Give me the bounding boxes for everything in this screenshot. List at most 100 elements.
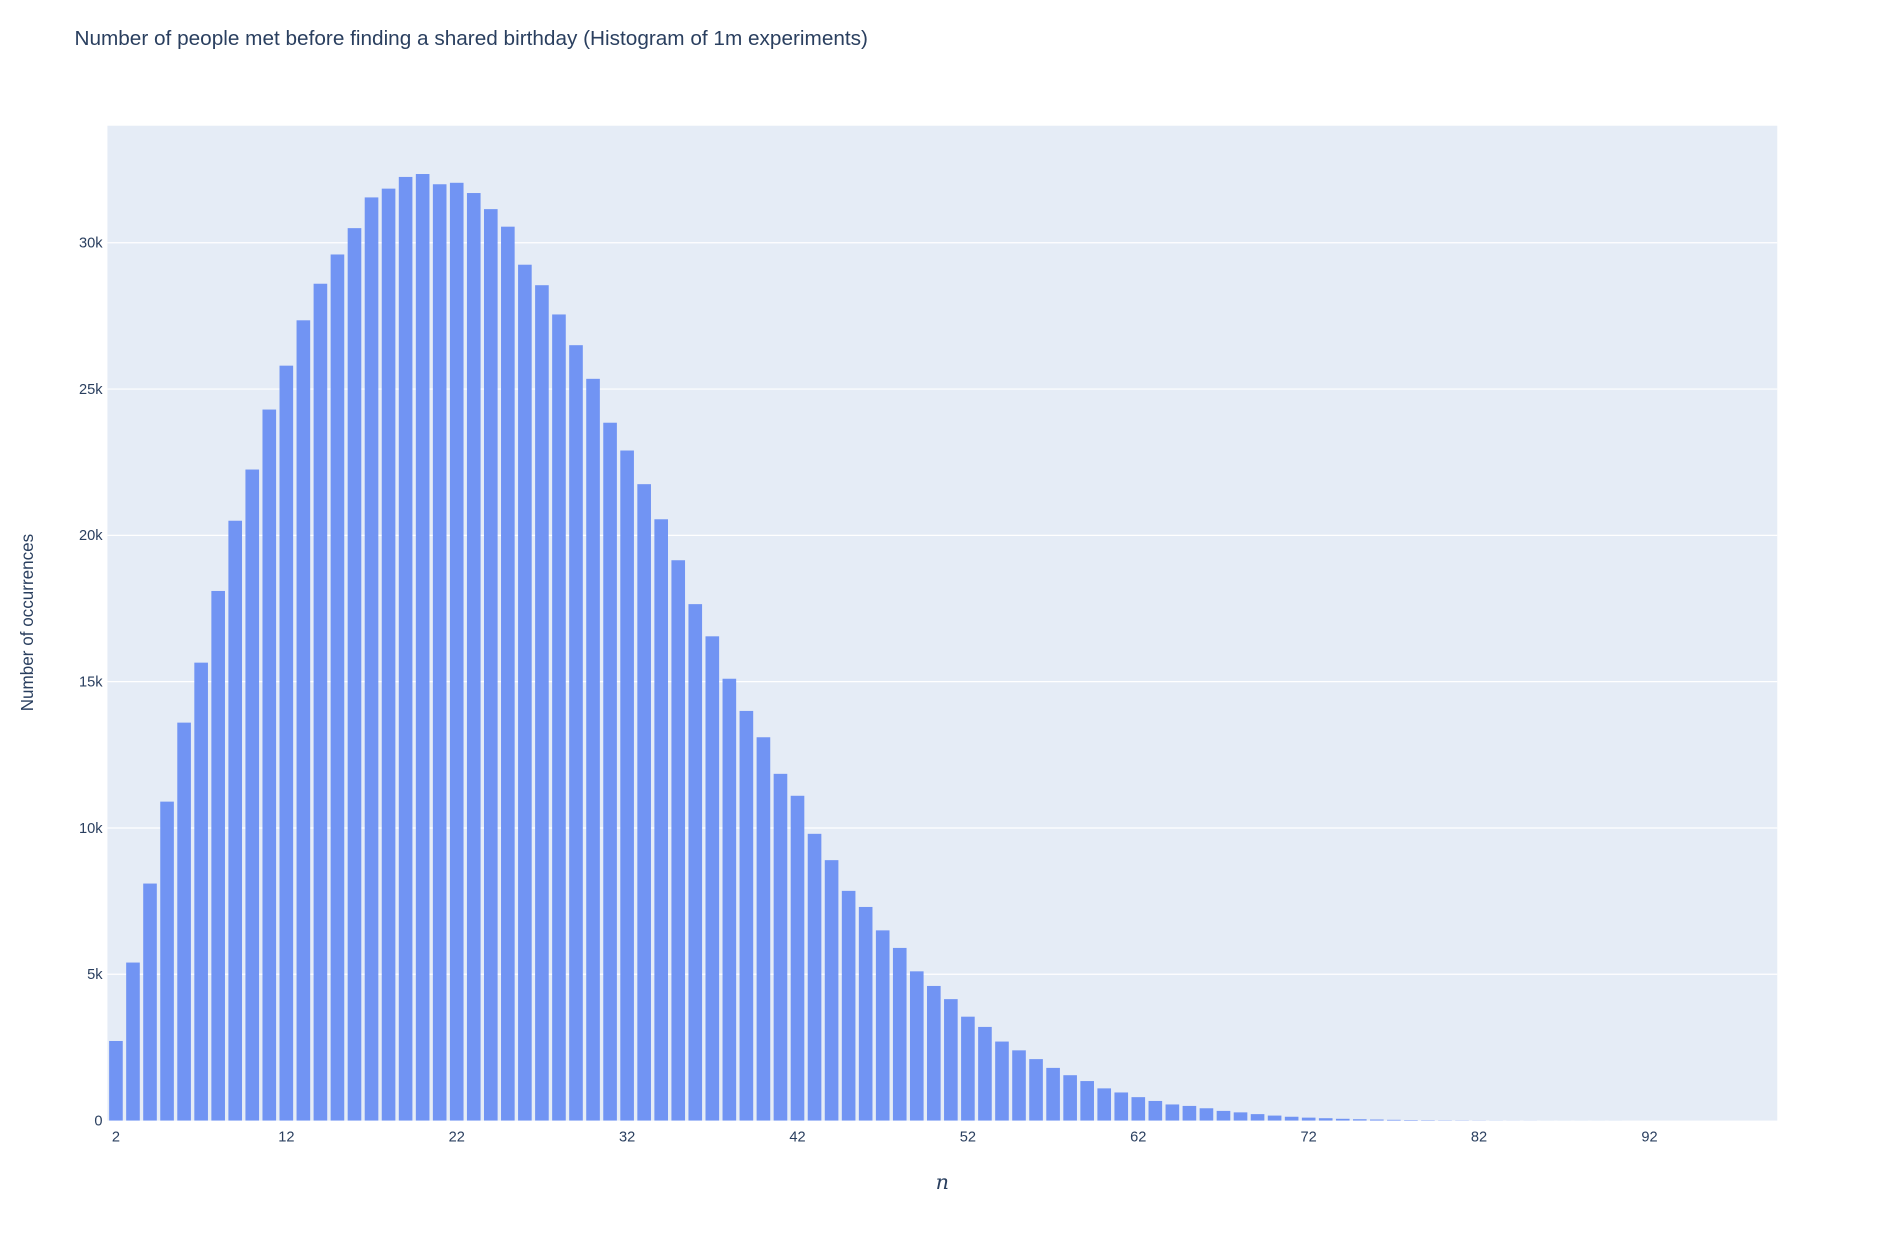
histogram-bar[interactable] xyxy=(1029,1059,1043,1121)
histogram-bar[interactable] xyxy=(654,519,669,1121)
histogram-bar[interactable] xyxy=(1165,1104,1180,1121)
x-tick-label: 2 xyxy=(112,1129,120,1145)
histogram-bar[interactable] xyxy=(1148,1100,1163,1121)
histogram-bar[interactable] xyxy=(824,860,839,1121)
histogram-bar[interactable] xyxy=(671,560,686,1121)
histogram-bar[interactable] xyxy=(211,590,225,1121)
histogram-bar[interactable] xyxy=(1284,1116,1299,1121)
histogram-bar[interactable] xyxy=(841,890,856,1121)
histogram-bar[interactable] xyxy=(875,930,890,1121)
x-tick-label: 32 xyxy=(619,1129,635,1145)
y-tick-label: 5k xyxy=(87,967,103,983)
histogram-bar[interactable] xyxy=(449,182,464,1121)
histogram-bar[interactable] xyxy=(313,283,328,1121)
histogram-bar[interactable] xyxy=(228,520,243,1121)
histogram-bar[interactable] xyxy=(722,678,737,1121)
histogram-bar[interactable] xyxy=(1404,1120,1418,1121)
histogram-bar[interactable] xyxy=(1301,1117,1316,1121)
histogram-bar[interactable] xyxy=(245,469,260,1121)
histogram-bar[interactable] xyxy=(705,636,720,1121)
y-tick-label: 25k xyxy=(79,382,103,398)
histogram-bar[interactable] xyxy=(1046,1067,1060,1121)
histogram-bar[interactable] xyxy=(773,773,788,1121)
bars xyxy=(109,174,1623,1121)
histogram-bar[interactable] xyxy=(330,254,345,1121)
histogram-bar[interactable] xyxy=(109,1040,123,1121)
histogram-bar[interactable] xyxy=(1267,1115,1282,1121)
histogram-bar[interactable] xyxy=(1250,1114,1265,1121)
histogram-bar[interactable] xyxy=(978,1026,992,1121)
histogram-bar[interactable] xyxy=(1318,1118,1333,1121)
histogram-bar[interactable] xyxy=(756,737,771,1121)
histogram-bar[interactable] xyxy=(688,604,703,1121)
histogram-bar[interactable] xyxy=(909,971,924,1121)
histogram-bar[interactable] xyxy=(398,176,413,1121)
y-tick-label: 20k xyxy=(79,528,103,544)
histogram-bar[interactable] xyxy=(518,264,532,1121)
histogram-bar[interactable] xyxy=(194,662,208,1121)
histogram-bar[interactable] xyxy=(501,226,515,1121)
histogram-bar[interactable] xyxy=(944,999,958,1121)
histogram-bar[interactable] xyxy=(1012,1050,1026,1121)
y-axis-ticks: 0 5k 10k 15k 20k 25k 30k xyxy=(79,236,103,1130)
y-tick-label: 30k xyxy=(79,236,103,252)
histogram-bar[interactable] xyxy=(603,422,617,1121)
histogram-bar[interactable] xyxy=(620,450,634,1121)
histogram-bar[interactable] xyxy=(296,320,311,1121)
histogram-bar[interactable] xyxy=(177,722,191,1121)
histogram-bar[interactable] xyxy=(858,906,873,1121)
histogram-bar[interactable] xyxy=(1114,1092,1129,1121)
histogram-bar[interactable] xyxy=(1387,1119,1401,1121)
histogram-bar[interactable] xyxy=(1182,1105,1197,1121)
histogram-bar[interactable] xyxy=(347,228,362,1121)
histogram-bar[interactable] xyxy=(1335,1118,1350,1121)
histogram-bar[interactable] xyxy=(927,985,941,1121)
histogram-bar[interactable] xyxy=(637,484,651,1121)
histogram-bar[interactable] xyxy=(961,1016,975,1121)
histogram-bar[interactable] xyxy=(1131,1097,1146,1121)
histogram-bar[interactable] xyxy=(1199,1108,1214,1121)
histogram-bar[interactable] xyxy=(535,285,549,1121)
histogram-bar[interactable] xyxy=(552,314,566,1121)
histogram-bar[interactable] xyxy=(790,795,805,1121)
x-tick-label: 42 xyxy=(789,1129,805,1145)
histogram-bar[interactable] xyxy=(995,1041,1009,1121)
x-tick-label: 62 xyxy=(1130,1129,1146,1145)
histogram-bar[interactable] xyxy=(160,801,174,1121)
histogram-bar[interactable] xyxy=(569,345,583,1121)
y-tick-label: 15k xyxy=(79,675,103,691)
histogram-bar[interactable] xyxy=(1216,1110,1231,1121)
histogram-bar[interactable] xyxy=(364,197,379,1121)
chart-title: Number of people met before finding a sh… xyxy=(74,27,868,50)
x-tick-label: 12 xyxy=(278,1129,294,1145)
y-axis-title: Number of occurrences xyxy=(18,534,37,712)
y-tick-label: 0 xyxy=(94,1113,102,1129)
histogram-bar[interactable] xyxy=(892,947,907,1121)
x-tick-label: 92 xyxy=(1641,1129,1657,1145)
histogram-bar[interactable] xyxy=(415,174,430,1121)
histogram-bar[interactable] xyxy=(262,409,277,1121)
histogram-bar[interactable] xyxy=(807,833,822,1121)
histogram-bar[interactable] xyxy=(381,188,396,1121)
histogram-bar[interactable] xyxy=(1097,1088,1112,1121)
y-tick-label: 10k xyxy=(79,821,103,837)
histogram-bar[interactable] xyxy=(143,883,157,1121)
histogram-bar[interactable] xyxy=(586,378,600,1121)
histogram-bar[interactable] xyxy=(126,962,140,1121)
histogram-bar[interactable] xyxy=(1352,1119,1367,1121)
histogram-bar[interactable] xyxy=(483,209,498,1121)
x-axis-title: n xyxy=(936,1170,949,1194)
histogram-bar[interactable] xyxy=(1080,1081,1094,1121)
histogram-bar[interactable] xyxy=(1370,1119,1384,1121)
histogram-bar[interactable] xyxy=(466,193,481,1121)
x-tick-label: 82 xyxy=(1471,1129,1487,1145)
x-axis-ticks: 2 12 22 32 42 52 62 72 82 92 xyxy=(112,1129,1658,1145)
histogram-bar[interactable] xyxy=(279,365,294,1121)
x-tick-label: 52 xyxy=(960,1129,976,1145)
histogram-bar[interactable] xyxy=(739,710,754,1121)
histogram-bar[interactable] xyxy=(1233,1112,1248,1121)
histogram-bar[interactable] xyxy=(432,184,447,1121)
x-tick-label: 22 xyxy=(449,1129,465,1145)
histogram-bar[interactable] xyxy=(1063,1075,1077,1121)
